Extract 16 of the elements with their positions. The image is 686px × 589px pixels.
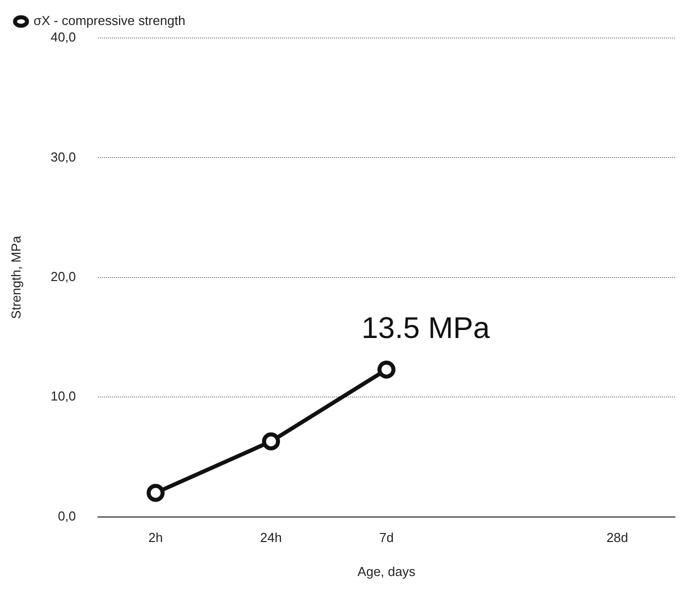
x-tick-label: 24h: [260, 530, 282, 546]
y-tick-label: 20,0: [50, 268, 76, 284]
point: [146, 484, 165, 502]
x-tick-label: 28d: [606, 530, 628, 546]
point: [377, 360, 396, 379]
legend-label: σX - compressive strength: [34, 13, 186, 28]
x-tick-label: 7d: [379, 530, 394, 546]
y-tick-label: 30,0: [50, 149, 76, 164]
point: [262, 432, 280, 450]
x-axis-title: Age, days: [358, 564, 416, 579]
y-tick-label: 0,0: [58, 508, 76, 524]
y-tick-label: 10,0: [50, 388, 76, 404]
x-tick-label: 2h: [148, 530, 163, 546]
y-axis-title: Strength, MPa: [8, 235, 24, 319]
y-tick-label: 40,0: [50, 30, 76, 45]
annotation: 13.5 MPa: [361, 312, 490, 345]
